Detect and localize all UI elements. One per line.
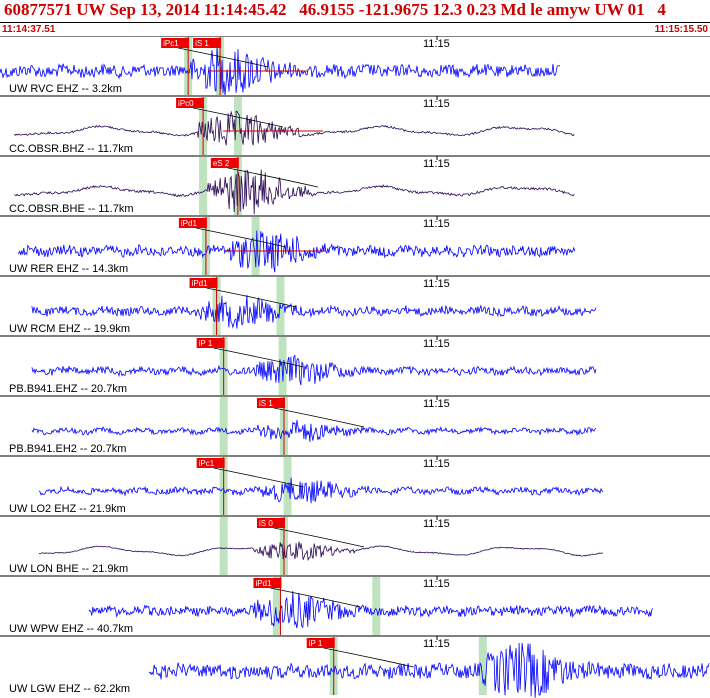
pick-label-box [161, 38, 190, 48]
time-tick-label: 11:15 [423, 98, 450, 110]
time-tick-label: 11:15 [423, 458, 450, 470]
pick-label-box [176, 98, 205, 108]
phase-window [199, 157, 208, 215]
pick-label-box [178, 218, 207, 228]
pick-label: iPc1 [163, 39, 179, 48]
station-label: UW RER EHZ -- 14.3km [9, 263, 128, 275]
pick-label: iP 1 [199, 339, 213, 348]
station-label: UW LON BHE -- 21.9km [9, 563, 128, 575]
seismogram-trace [31, 419, 597, 442]
pick-label: iS 0 [259, 519, 273, 528]
phase-window [272, 577, 281, 635]
pick-label-box [306, 638, 335, 648]
station-label: PB.B941.EHZ -- 20.7km [9, 383, 127, 395]
seismogram-trace [13, 169, 575, 215]
station-label: UW RCM EHZ -- 19.9km [9, 323, 130, 335]
time-tick-label: 11:15 [423, 158, 450, 170]
seismogram-panel: 11:15 iPc1 iS 1 UW RVC EHZ -- 3.2km 11:15 iPc… [0, 36, 710, 698]
phase-window [278, 337, 287, 395]
window-end-time: 11:15:15.50 [654, 24, 708, 35]
phase-window [219, 517, 228, 575]
seismogram-trace [88, 590, 654, 629]
station-label: CC.OBSR.BHZ -- 11.7km [9, 143, 133, 155]
pick-label-box [196, 458, 225, 468]
pick-label-box [257, 398, 285, 408]
time-tick-label: 11:15 [423, 218, 450, 230]
seismogram-trace [38, 477, 604, 504]
time-tick-label: 11:15 [423, 518, 450, 530]
station-label: UW LGW EHZ -- 62.2km [9, 683, 130, 695]
pick-label: iPd1 [181, 219, 198, 228]
pick-label: eS 2 [213, 159, 230, 168]
time-tick-label: 11:15 [423, 578, 450, 590]
phase-window [219, 397, 228, 455]
pick-label-box [193, 38, 222, 48]
pick-label: iPc1 [199, 459, 215, 468]
pick-label: iS 1 [259, 399, 273, 408]
pick-label-box [253, 578, 282, 588]
window-start-time: 11:14:37.51 [2, 24, 56, 35]
time-tick-label: 11:15 [423, 38, 450, 50]
phase-window [251, 217, 260, 275]
station-label: CC.OBSR.BHE -- 11.7km [9, 203, 134, 215]
time-tick-label: 11:15 [423, 278, 450, 290]
station-label: UW WPW EHZ -- 40.7km [9, 623, 133, 635]
seismogram-trace [13, 110, 575, 146]
event-title: 60877571 UW Sep 13, 2014 11:14:45.42 46.… [4, 0, 666, 19]
pick-label-box [210, 158, 239, 168]
station-label: PB.B941.EH2 -- 20.7km [9, 443, 126, 455]
pick-label: iPd1 [192, 279, 209, 288]
pick-label: iPc0 [178, 99, 194, 108]
pick-label-box [189, 278, 218, 288]
seismogram-trace [31, 354, 597, 386]
predicted-arrival-curve [270, 587, 361, 608]
pick-label-box [196, 338, 225, 348]
time-tick-label: 11:15 [423, 338, 450, 350]
seismogram-trace [17, 230, 576, 273]
pick-label-box [257, 518, 285, 528]
time-tick-label: 11:15 [423, 398, 450, 410]
station-label: UW RVC EHZ -- 3.2km [9, 83, 122, 95]
event-header: 60877571 UW Sep 13, 2014 11:14:45.42 46.… [0, 0, 710, 23]
station-label: UW LO2 EHZ -- 21.9km [9, 503, 126, 515]
seismogram-trace [31, 294, 597, 329]
pick-label: iS 1 [195, 39, 209, 48]
pick-label: iP 1 [309, 639, 323, 648]
time-tick-label: 11:15 [423, 638, 450, 650]
phase-window [478, 637, 487, 695]
pick-label: iPd1 [255, 579, 272, 588]
phase-window [233, 97, 242, 155]
seismogram-trace [38, 541, 604, 562]
seismogram-trace [0, 47, 561, 96]
seismogram-trace [148, 642, 710, 698]
phase-window [372, 577, 381, 635]
